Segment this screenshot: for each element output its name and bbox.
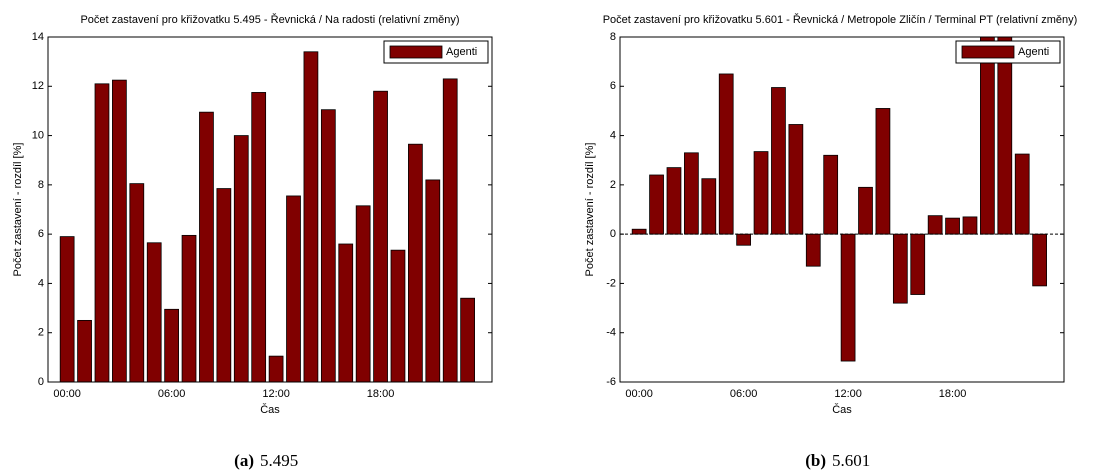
y-tick-label: 2 bbox=[610, 179, 616, 191]
y-axis-label: Počet zastavení - rozdíl [%] bbox=[584, 143, 596, 277]
bar bbox=[962, 216, 978, 235]
x-tick-label: 12:00 bbox=[834, 388, 862, 400]
bar bbox=[77, 319, 92, 382]
bar bbox=[823, 154, 839, 235]
legend-swatch bbox=[389, 45, 443, 59]
bar bbox=[788, 124, 804, 235]
bar bbox=[164, 308, 179, 382]
bar bbox=[840, 233, 856, 362]
bar bbox=[320, 109, 336, 382]
bar bbox=[251, 92, 267, 382]
y-tick-label: 10 bbox=[32, 129, 44, 141]
bar bbox=[286, 195, 301, 382]
x-tick-label: 00:00 bbox=[625, 388, 653, 400]
bar bbox=[338, 243, 354, 382]
y-tick-label: 4 bbox=[610, 129, 616, 141]
chart-title: Počet zastavení pro křižovatku 5.495 - Ř… bbox=[80, 13, 459, 26]
bar bbox=[268, 355, 284, 382]
y-tick-label: 12 bbox=[32, 80, 44, 92]
x-tick-label: 18:00 bbox=[939, 388, 967, 400]
bar bbox=[199, 111, 214, 382]
x-axis-label: Čas bbox=[832, 403, 852, 416]
bar bbox=[875, 108, 891, 235]
caption-text: 5.495 bbox=[260, 451, 298, 470]
x-tick-label: 12:00 bbox=[262, 388, 290, 400]
bar bbox=[408, 143, 423, 382]
legend-label: Agenti bbox=[1018, 46, 1049, 58]
bar bbox=[390, 249, 406, 382]
bar bbox=[1032, 233, 1047, 287]
bar bbox=[997, 37, 1013, 235]
plot bbox=[59, 51, 475, 382]
bar bbox=[945, 217, 960, 235]
caption-label: (b) bbox=[805, 451, 826, 470]
bar bbox=[736, 233, 751, 246]
bar bbox=[303, 51, 319, 382]
bar bbox=[129, 183, 145, 382]
plot-frame bbox=[47, 36, 493, 383]
bar bbox=[649, 174, 664, 235]
bar bbox=[233, 135, 249, 382]
bar bbox=[94, 83, 110, 382]
plot bbox=[631, 37, 1047, 362]
bar bbox=[59, 236, 75, 382]
y-tick-label: 4 bbox=[38, 277, 44, 289]
bar bbox=[425, 179, 441, 382]
x-tick-label: 00:00 bbox=[53, 388, 81, 400]
bar bbox=[892, 233, 908, 304]
y-tick-label: 6 bbox=[38, 228, 44, 240]
bar bbox=[373, 90, 388, 382]
bar bbox=[631, 228, 647, 235]
bar bbox=[146, 242, 162, 382]
bar bbox=[216, 188, 232, 382]
x-tick-label: 18:00 bbox=[367, 388, 395, 400]
legend-label: Agenti bbox=[446, 46, 477, 58]
x-axis-label: Čas bbox=[260, 403, 280, 416]
bar bbox=[460, 297, 475, 382]
y-tick-label: 14 bbox=[32, 31, 44, 43]
bar bbox=[771, 87, 786, 235]
bar bbox=[718, 73, 734, 235]
bar bbox=[910, 233, 926, 295]
bar bbox=[701, 178, 717, 235]
y-tick-label: 0 bbox=[610, 228, 616, 240]
bar bbox=[355, 205, 371, 382]
y-tick-label: 6 bbox=[610, 80, 616, 92]
plot-frame bbox=[619, 36, 1065, 383]
y-tick-label: 8 bbox=[610, 31, 616, 43]
x-tick-label: 06:00 bbox=[158, 388, 186, 400]
bar bbox=[858, 186, 873, 235]
y-tick-label: -6 bbox=[606, 376, 616, 388]
y-tick-label: 8 bbox=[38, 179, 44, 191]
bar bbox=[927, 215, 943, 235]
bar bbox=[1014, 153, 1030, 235]
bar bbox=[181, 234, 197, 382]
y-axis-label: Počet zastavení - rozdíl [%] bbox=[12, 143, 24, 277]
bar bbox=[805, 233, 821, 267]
y-tick-label: 2 bbox=[38, 327, 44, 339]
y-tick-label: 0 bbox=[38, 376, 44, 388]
y-tick-label: -4 bbox=[606, 327, 616, 339]
caption-text: 5.601 bbox=[832, 451, 870, 470]
caption-label: (a) bbox=[234, 451, 254, 470]
bar bbox=[112, 79, 127, 382]
bar bbox=[666, 167, 682, 235]
bar bbox=[753, 151, 769, 235]
x-tick-label: 06:00 bbox=[730, 388, 758, 400]
bar bbox=[684, 152, 699, 235]
bar bbox=[442, 78, 458, 382]
y-tick-label: -2 bbox=[606, 277, 616, 289]
legend-swatch bbox=[961, 45, 1015, 59]
chart-title: Počet zastavení pro křižovatku 5.601 - Ř… bbox=[603, 13, 1078, 26]
